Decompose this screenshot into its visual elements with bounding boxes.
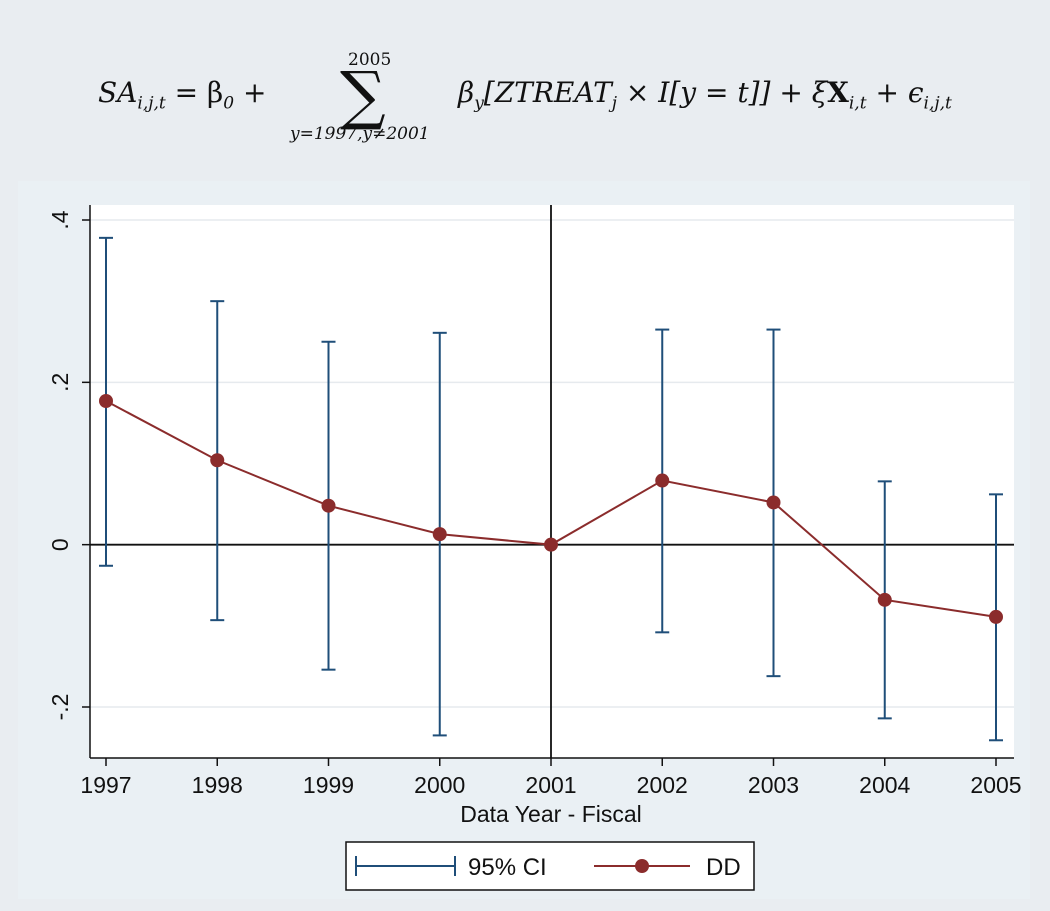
- eq-rhs-start: = β: [174, 76, 224, 109]
- x-tick-label-7: 2004: [859, 772, 910, 798]
- x-axis-title: Data Year - Fiscal: [460, 801, 642, 827]
- sum-lower-limit: y=1997,y≠2001: [290, 124, 430, 144]
- x-tick-label-1: 1998: [192, 772, 243, 798]
- eq-term-beta-sub: y: [474, 93, 484, 114]
- dd-point-2002: [655, 473, 670, 488]
- eq-term-rest: × I[y = t]] + ξ: [617, 76, 828, 109]
- eq-term-bracket: [ZTREAT: [483, 76, 612, 109]
- eq-lhs-text: SA: [98, 76, 138, 109]
- x-tick-label-3: 2000: [414, 772, 465, 798]
- x-tick-label-5: 2002: [637, 772, 688, 798]
- x-tick-label-8: 2005: [970, 772, 1021, 798]
- eq-term-eps: + ϵ: [866, 76, 924, 109]
- x-tick-label-2: 1999: [303, 772, 354, 798]
- legend-ci-label: 95% CI: [468, 854, 547, 881]
- legend-dd-label: DD: [706, 854, 741, 881]
- summation-icon: ∑: [340, 59, 386, 133]
- equation-rhs: βy[ZTREATj × I[y = t]] + ξXi,t + ϵi,j,t: [458, 76, 952, 114]
- regression-equation: SAi,j,t = β0 + 2005 ∑ y=1997,y≠2001 βy[Z…: [0, 0, 1050, 170]
- dd-points: [99, 394, 1003, 624]
- legend-dd-marker: [635, 859, 649, 873]
- x-tick-label-6: 2003: [748, 772, 799, 798]
- dd-point-1997: [99, 394, 113, 409]
- eq-term-beta: β: [458, 76, 475, 109]
- eq-term-x-sub: i,t: [848, 93, 867, 114]
- eq-rhs-start-sub: 0: [223, 93, 235, 114]
- dd-point-1998: [210, 453, 225, 468]
- plot-area: [90, 205, 1014, 758]
- dd-point-2001: [544, 537, 558, 552]
- y-tick-label-0: .4: [47, 210, 73, 229]
- eq-term-eps-sub: i,j,t: [923, 93, 952, 114]
- y-tick-label-2: 0: [47, 538, 73, 551]
- dd-point-2003: [766, 495, 781, 510]
- eq-plus: +: [242, 76, 267, 109]
- y-tick-label-3: -.2: [47, 694, 73, 721]
- legend: 95% CI DD: [345, 841, 755, 891]
- dd-point-2000: [432, 527, 447, 542]
- x-tick-label-4: 2001: [525, 772, 576, 798]
- eq-lhs-sub: i,j,t: [137, 93, 166, 114]
- eq-term-x: X: [827, 76, 849, 109]
- sum-upper-limit: 2005: [348, 50, 392, 70]
- x-tick-label-0: 1997: [80, 772, 131, 798]
- y-tick-label-1: .2: [47, 373, 73, 392]
- axes: .4 .2 0 -.2 1997 1998 1999 2000 2001 2002 2003 2004…: [47, 205, 1022, 798]
- dd-point-2004: [877, 592, 892, 607]
- equation-lhs: SAi,j,t = β0 +: [98, 76, 266, 114]
- dd-point-1999: [321, 498, 336, 513]
- dd-point-2005: [989, 609, 1003, 624]
- eq-term-bracket-sub: j: [611, 93, 618, 114]
- gridlines: [90, 219, 1014, 708]
